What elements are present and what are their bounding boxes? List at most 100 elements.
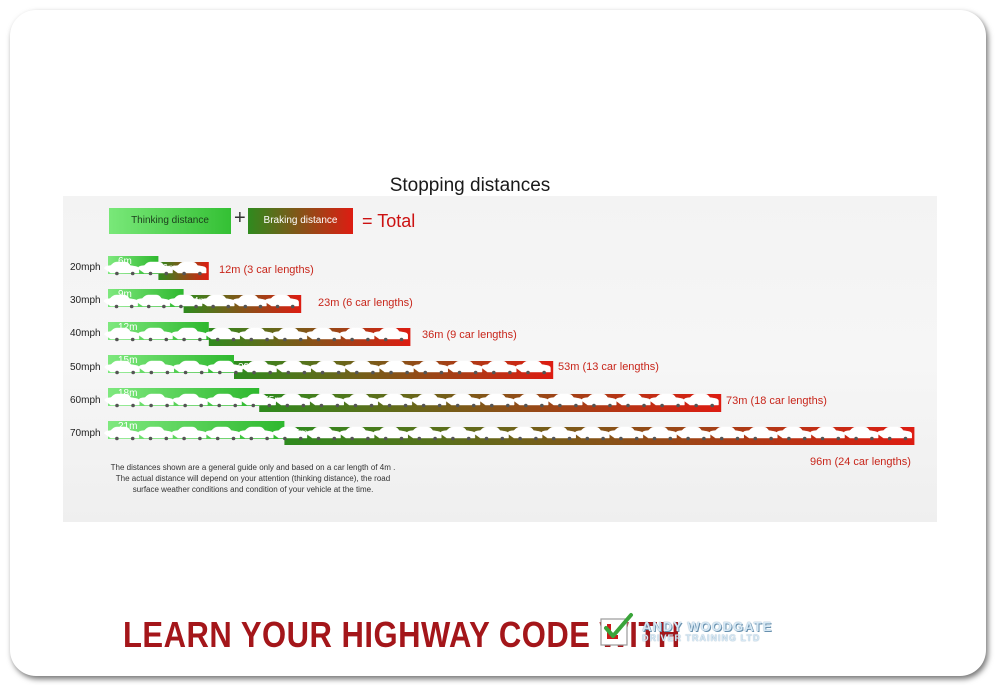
car-wheel [267,403,272,408]
car-wheel [626,403,630,408]
car-icon [608,426,644,439]
car-wheel [383,337,388,342]
car-wheel [268,370,272,375]
car-wheel [686,436,690,441]
car-wheel [870,436,874,441]
car-icon [104,360,140,373]
car-icon [776,426,812,439]
car-wheel [336,370,341,375]
car-wheel [887,436,892,441]
car-wheel [198,271,202,276]
braking-value-label: 38m [238,362,257,373]
chart-title: Stopping distances [389,175,551,196]
car-wheel [198,337,202,342]
car-icon [876,426,912,439]
car-wheel [130,337,135,342]
car-wheel [787,436,791,441]
car-wheel [540,403,544,408]
car-wheel [668,436,673,441]
car-wheel [403,403,408,408]
car-icon [238,327,274,340]
car-wheel [285,403,290,408]
car-icon [581,393,617,406]
car-wheel [249,337,254,342]
car-wheel [164,436,169,441]
car-icon [104,261,140,274]
car-wheel [198,436,202,441]
car-wheel [148,337,153,342]
car-wheel [505,403,510,408]
total-label-70: 96m (24 car lengths) [810,456,911,468]
car-wheel [820,436,825,441]
car-icon [406,426,442,439]
car-wheel [524,403,528,408]
speed-label-50: 50mph [70,362,101,373]
car-wheel [387,403,392,408]
car-wheel [217,403,222,408]
car-wheel [243,304,248,309]
car-wheel [316,337,321,342]
legend-thinking-distance: Thinking distance [109,208,231,234]
car-icon [104,327,140,340]
car-icon [339,426,375,439]
total-label-40: 36m (9 car lengths) [422,329,517,341]
car-wheel [316,436,321,441]
car-wheel [320,370,325,375]
car-wheel [350,436,354,441]
car-wheel [162,304,166,309]
car-wheel [148,436,153,441]
car-wheel [115,370,119,375]
car-wheel [298,436,303,441]
car-wheel [585,436,590,441]
car-wheel [735,436,740,441]
car-wheel [399,436,404,441]
speed-label-20: 20mph [70,262,101,273]
car-icon [305,327,341,340]
legend-total: = Total [362,211,416,231]
car-wheel [302,370,307,375]
car-icon [342,393,379,406]
thinking-value-label: 9m [118,289,132,300]
car-icon [264,294,299,307]
car-wheel [199,370,204,375]
car-wheel [164,271,169,276]
car-icon [708,426,744,439]
car-icon [138,360,175,373]
car-wheel [551,436,556,441]
car-icon [376,393,413,406]
car-icon [172,393,208,406]
car-wheel [179,304,183,309]
car-wheel [275,304,280,309]
car-icon [649,393,685,406]
car-wheel [471,403,476,408]
car-wheel [146,304,151,309]
car-wheel [753,436,758,441]
car-wheel [500,436,505,441]
car-wheel [226,304,231,309]
car-wheel [574,403,578,408]
car-wheel [231,436,236,441]
car-wheel [466,436,471,441]
car-icon [507,426,543,439]
thinking-value-label: 15m [118,355,137,366]
car-wheel [149,370,154,375]
car-wheel [251,403,256,408]
car-icon [308,393,344,406]
car-wheel [489,403,494,408]
car-icon [547,393,583,406]
car-wheel [165,370,170,375]
car-wheel [234,370,238,375]
car-icon [410,393,447,406]
braking-value-label: 14m [188,296,207,307]
car-wheel [258,304,263,309]
car-wheel [350,337,354,342]
car-wheel [484,436,489,441]
car-wheel [183,370,188,375]
speed-label-60: 60mph [70,395,101,406]
thinking-value-label: 21m [118,421,137,432]
car-wheel [567,436,572,441]
car-wheel [215,436,220,441]
car-wheel [423,370,428,375]
total-label-50: 53m (13 car lengths) [558,361,659,373]
